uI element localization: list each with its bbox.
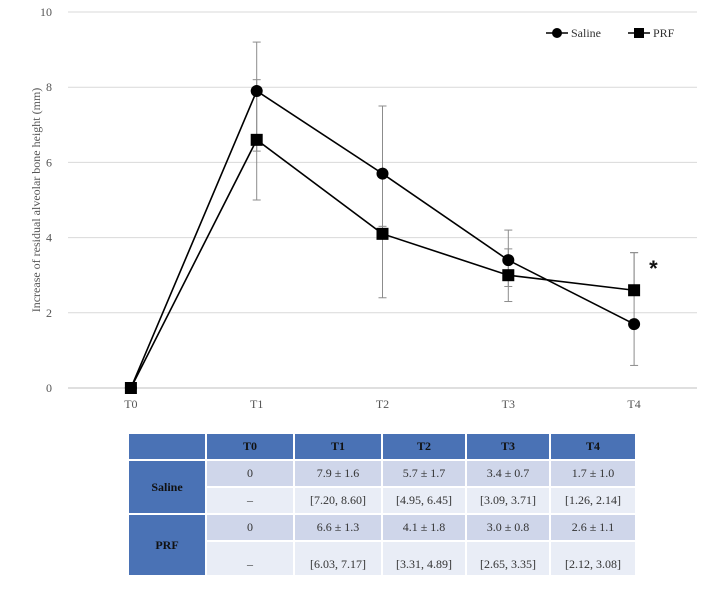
table-cell: 3.0 ± 0.8 <box>465 513 551 542</box>
point-saline <box>376 167 389 180</box>
table-cell: 0 <box>205 513 295 542</box>
y-axis-label: Increase of residual alveolar bone heigh… <box>29 88 43 313</box>
x-tick-label: T0 <box>124 397 137 411</box>
group-label-prf: PRF <box>127 513 207 577</box>
x-tick-label: T1 <box>250 397 263 411</box>
x-tick-label: T3 <box>502 397 515 411</box>
line-chart: 0 2 4 6 8 10 T0 T1 T2 T3 T4 Increase of residual a… <box>29 5 697 411</box>
table-header-cell: T1 <box>293 432 383 461</box>
table-header-row: T0 T1 T2 T3 T4 <box>127 432 637 461</box>
table-cell: – <box>205 486 295 515</box>
table-cell: – <box>205 540 295 577</box>
y-tick-label: 4 <box>46 231 52 245</box>
legend-marker <box>634 28 644 38</box>
y-tick-label: 6 <box>46 155 52 169</box>
table-cell: [4.95, 6.45] <box>381 486 467 515</box>
point-prf <box>376 227 389 240</box>
table-cell: [3.09, 3.71] <box>465 486 551 515</box>
table-header-cell: T2 <box>381 432 467 461</box>
table-header-cell: T3 <box>465 432 551 461</box>
y-tick-label: 8 <box>46 80 52 94</box>
x-tick-label: T4 <box>627 397 640 411</box>
legend-marker <box>552 28 562 38</box>
point-saline <box>502 254 515 267</box>
x-tick-label: T2 <box>376 397 389 411</box>
significance-marker: * <box>649 256 658 281</box>
point-saline <box>628 318 641 331</box>
table-cell: 7.9 ± 1.6 <box>293 459 383 488</box>
legend: Saline PRF <box>546 26 675 40</box>
table-cell: 3.4 ± 0.7 <box>465 459 551 488</box>
table-row: – [6.03, 7.17] [3.31, 4.89] [2.65, 3.35]… <box>128 540 637 577</box>
y-tick-label: 0 <box>46 381 52 395</box>
table-cell: 1.7 ± 1.0 <box>549 459 637 488</box>
legend-label: PRF <box>653 26 675 40</box>
table-header-cell: T0 <box>205 432 295 461</box>
table-cell: [2.65, 3.35] <box>465 540 551 577</box>
group-label-saline: Saline <box>127 459 207 515</box>
data-table: T0 T1 T2 T3 T4 Saline 0 7.9 ± 1.6 5.7 ± … <box>127 432 637 577</box>
point-prf <box>502 269 515 282</box>
table-row: Saline 0 7.9 ± 1.6 5.7 ± 1.7 3.4 ± 0.7 1… <box>127 459 637 515</box>
table-cell: 6.6 ± 1.3 <box>293 513 383 542</box>
point-prf <box>628 284 641 297</box>
table-corner-cell <box>127 432 207 461</box>
table-cell: [7.20, 8.60] <box>293 486 383 515</box>
point-prf <box>250 133 263 146</box>
table-cell: [1.26, 2.14] <box>549 486 637 515</box>
series-markers <box>124 84 641 394</box>
tick-labels: 0 2 4 6 8 10 T0 T1 T2 T3 T4 <box>40 5 641 411</box>
table-cell: 5.7 ± 1.7 <box>381 459 467 488</box>
y-tick-label: 2 <box>46 306 52 320</box>
table-cell: 4.1 ± 1.8 <box>381 513 467 542</box>
point-saline <box>250 84 263 97</box>
table-cell: [3.31, 4.89] <box>381 540 467 577</box>
annotations: * <box>649 256 658 281</box>
error-bars <box>252 41 639 366</box>
table-row: PRF 0 6.6 ± 1.3 4.1 ± 1.8 3.0 ± 0.8 2.6 … <box>127 513 637 577</box>
table-cell: 2.6 ± 1.1 <box>549 513 637 542</box>
table-cell: [2.12, 3.08] <box>549 540 637 577</box>
table-cell: 0 <box>205 459 295 488</box>
legend-label: Saline <box>571 26 601 40</box>
table-header-cell: T4 <box>549 432 637 461</box>
table-cell: [6.03, 7.17] <box>293 540 383 577</box>
point-prf <box>124 382 137 394</box>
table-row: – [7.20, 8.60] [4.95, 6.45] [3.09, 3.71]… <box>128 486 637 515</box>
y-tick-label: 10 <box>40 5 52 19</box>
